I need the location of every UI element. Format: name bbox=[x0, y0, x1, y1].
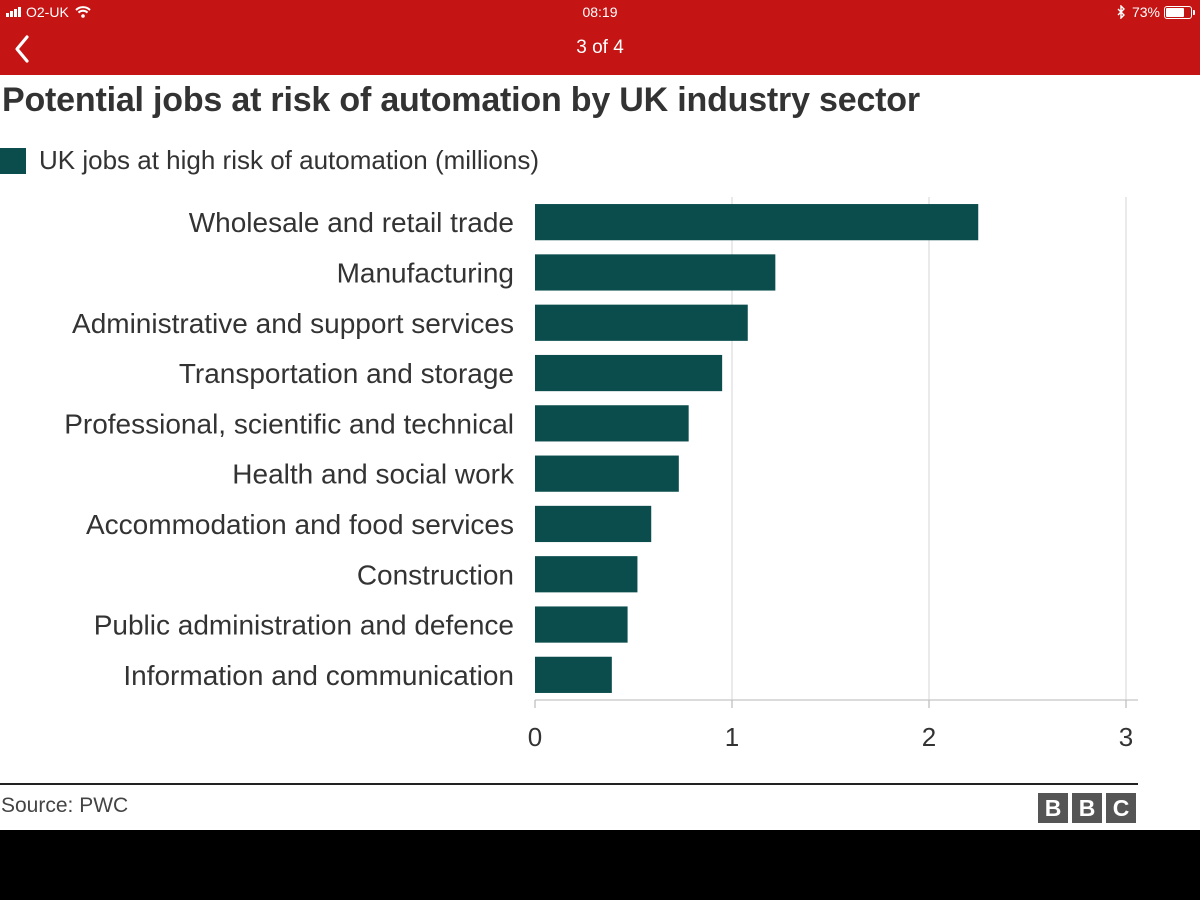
bar bbox=[535, 204, 979, 241]
bar bbox=[535, 505, 652, 543]
back-button[interactable] bbox=[10, 32, 38, 66]
carrier-label: O2-UK bbox=[26, 4, 69, 20]
x-tick-label: 2 bbox=[922, 722, 936, 752]
bluetooth-icon bbox=[1117, 5, 1125, 19]
x-tick-label: 3 bbox=[1119, 722, 1133, 752]
legend-swatch bbox=[0, 147, 26, 174]
bar bbox=[535, 455, 679, 492]
x-tick-label: 1 bbox=[725, 722, 739, 752]
source-note: Source: PWC bbox=[1, 794, 129, 817]
chart-legend: UK jobs at high risk of automation (mill… bbox=[0, 145, 539, 176]
category-label: Construction bbox=[357, 559, 514, 590]
bar bbox=[535, 254, 776, 291]
battery-percent: 73% bbox=[1131, 4, 1160, 20]
footer-divider bbox=[0, 783, 1138, 785]
signal-icon bbox=[6, 7, 22, 17]
page-indicator: 3 of 4 bbox=[576, 37, 624, 58]
category-label: Health and social work bbox=[232, 459, 515, 490]
bbc-logo-letter: B bbox=[1072, 793, 1102, 823]
bar bbox=[535, 405, 689, 442]
bar bbox=[535, 304, 748, 341]
category-label: Transportation and storage bbox=[179, 358, 514, 389]
bar bbox=[535, 606, 628, 643]
category-label: Manufacturing bbox=[337, 257, 514, 288]
category-label: Information and communication bbox=[123, 660, 514, 691]
bbc-logo-letter: B bbox=[1038, 793, 1068, 823]
category-label: Wholesale and retail trade bbox=[189, 207, 514, 238]
legend-label: UK jobs at high risk of automation (mill… bbox=[39, 145, 539, 175]
battery-icon bbox=[1164, 5, 1195, 19]
bar bbox=[535, 656, 612, 693]
category-label: Public administration and defence bbox=[94, 610, 514, 641]
category-label: Administrative and support services bbox=[72, 308, 514, 339]
bar bbox=[535, 354, 723, 392]
category-label: Professional, scientific and technical bbox=[64, 408, 514, 439]
bar-chart: 0 1 2 3 Wholesale and retail trade Manufactur… bbox=[64, 197, 1138, 752]
status-left: O2-UK bbox=[6, 3, 91, 21]
status-time: 08:19 bbox=[582, 4, 618, 20]
top-bar: O2-UK 08:19 73% 3 of 4 bbox=[0, 0, 1200, 75]
bottom-blank-area bbox=[0, 830, 1200, 900]
battery-level bbox=[1166, 7, 1184, 17]
status-right: 73% bbox=[1117, 3, 1195, 21]
bbc-logo-letter: C bbox=[1106, 793, 1136, 823]
wifi-icon bbox=[75, 6, 91, 18]
x-tick-label: 0 bbox=[528, 722, 542, 752]
chart-title: Potential jobs at risk of automation by … bbox=[2, 81, 920, 119]
back-chevron-icon bbox=[15, 35, 29, 63]
bar bbox=[535, 556, 638, 593]
chart-image: Potential jobs at risk of automation by … bbox=[0, 75, 1200, 830]
category-label: Accommodation and food services bbox=[86, 509, 514, 540]
